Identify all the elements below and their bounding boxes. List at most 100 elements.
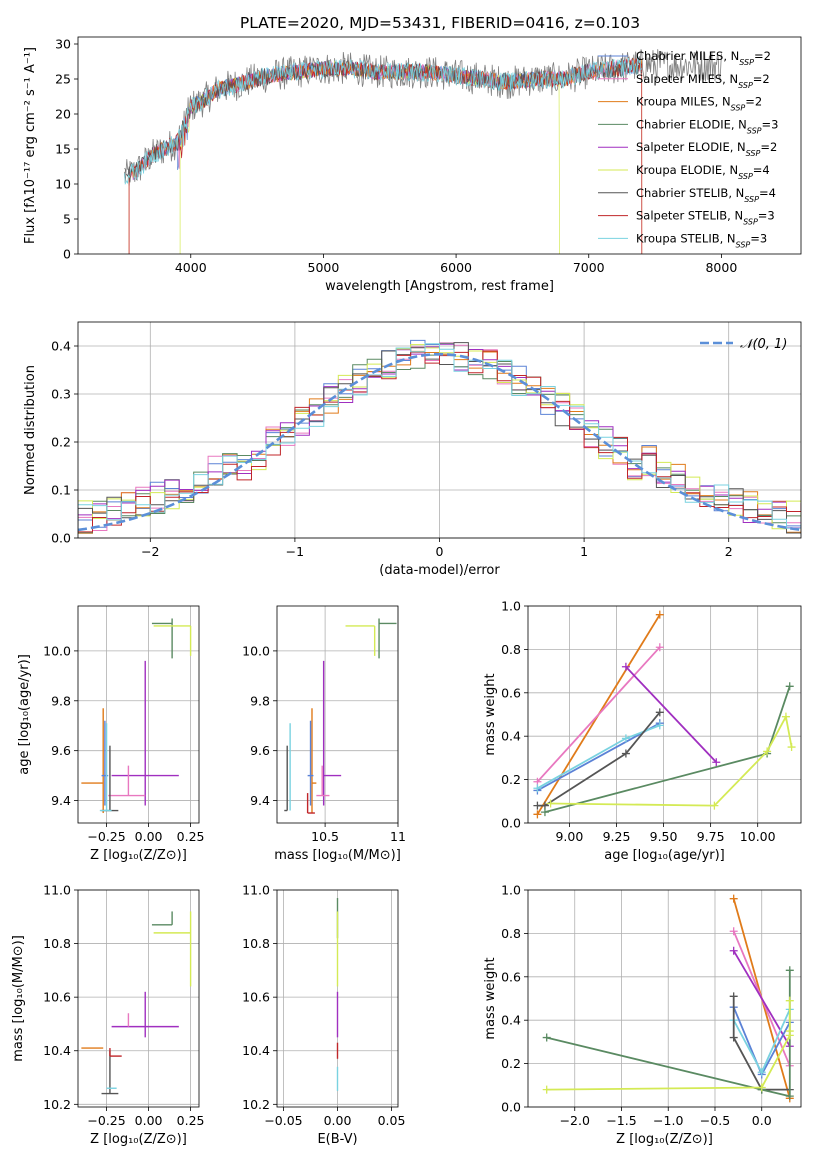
- y-tick-label: 0.2: [51, 435, 71, 450]
- x-tick-label: 2: [725, 544, 733, 559]
- axes: 4000 5000 6000 7000 8000 0 5 10 15 20 25 30 waveleng…: [23, 36, 802, 294]
- plot-area: [81, 911, 192, 1095]
- axes-frame: [77, 889, 200, 1108]
- x-tick-label: −0.05: [264, 1113, 302, 1128]
- y-axis-label: mass weight: [483, 957, 498, 1039]
- series-marker: [785, 682, 794, 691]
- data-point-kroupa-miles: [81, 708, 104, 814]
- series-marker: [710, 801, 719, 810]
- y-tick-label: 0.4: [51, 339, 71, 354]
- axes: −2 −1 0 1 2 0.0 0.1 0.2 0.3 0.4 (data-model)/error…: [23, 321, 802, 578]
- series-marker: [729, 992, 738, 1001]
- x-axis-label: E(B-V): [317, 1132, 357, 1147]
- data-point-kroupa-elodie: [153, 911, 192, 987]
- y-tick-label: 10.8: [242, 936, 270, 951]
- x-tick-label: 0.25: [177, 1113, 205, 1128]
- y-tick-label: 10.8: [43, 936, 71, 951]
- y-tick-label: 11.0: [242, 883, 270, 898]
- y-tick-label: 1.0: [501, 883, 521, 898]
- x-tick-label: 11: [390, 829, 406, 844]
- y-tick-label: 0.0: [501, 1100, 521, 1115]
- data-point-kroupa-elodie: [153, 625, 192, 656]
- panel-mass-vs-ebv: −0.05 0.00 0.05 10.2 10.4 10.6 10.8 11.0 E(B-V): [242, 883, 405, 1148]
- legend-label: Chabrier MILES, NSSP=2: [636, 49, 771, 67]
- panel-weight-vs-age: 9.00 9.25 9.50 9.75 10.00 0.0 0.2 0.4 0.6 0.8 1.0 a…: [483, 599, 802, 863]
- spectrum-line-kroupa-stelib: [124, 56, 643, 186]
- y-tick-label: 5: [63, 212, 71, 227]
- data-point-kroupa-miles: [311, 708, 317, 814]
- plot-area: [124, 49, 722, 254]
- y-tick-label: 0.1: [51, 483, 71, 498]
- data-point-kroupa-elodie: [345, 625, 376, 656]
- x-tick-label: −1.0: [653, 1113, 683, 1128]
- legend-label: Salpeter ELODIE, NSSP=2: [636, 140, 777, 158]
- y-tick-label: 0.4: [501, 729, 521, 744]
- y-tick-label: 10.4: [43, 1043, 71, 1058]
- series-marker: [729, 894, 738, 903]
- x-tick-label: −2: [141, 544, 159, 559]
- axes-frame: [77, 605, 200, 824]
- y-tick-label: 0.6: [501, 969, 521, 984]
- y-tick-label: 0: [63, 247, 71, 262]
- data-point-salpeter-elodie: [322, 660, 342, 806]
- x-tick-label: 6000: [440, 260, 472, 275]
- legend-label: Chabrier ELODIE, NSSP=3: [636, 117, 778, 135]
- grid: [277, 606, 399, 823]
- x-axis-label: Z [log₁₀(Z/Z⊙)]: [90, 1132, 187, 1147]
- axes: −0.25 0.00 0.25 9.4 9.6 9.8 10.0 Z [log₁₀(Z/Z⊙)…: [17, 605, 205, 863]
- axes-frame: [77, 36, 802, 255]
- series-marker: [729, 927, 738, 936]
- panel-age-vs-Z: −0.25 0.00 0.25 9.4 9.6 9.8 10.0 Z [log₁₀(Z/Z⊙)…: [17, 605, 205, 863]
- series-marker: [787, 743, 796, 752]
- data-point-kroupa-stelib: [99, 723, 112, 812]
- panel-age-vs-mass: 10.5 11 9.4 9.6 9.8 10.0 mass [log₁₀(M/M⊙)]: [242, 605, 406, 863]
- x-tick-label: 7000: [573, 260, 605, 275]
- panel-mass-vs-Z: −0.25 0.00 0.25 10.2 10.4 10.6 10.8 11.0 Z [log₁…: [11, 883, 205, 1148]
- x-tick-label: 5000: [308, 260, 340, 275]
- histogram-kroupa-stelib: [78, 343, 801, 529]
- series-marker: [655, 610, 664, 619]
- y-tick-label: 9.4: [51, 793, 71, 808]
- axes-frame: [276, 605, 399, 824]
- data-point-salpeter-stelib: [109, 1048, 122, 1057]
- y-tick-label: 0.4: [501, 1013, 521, 1028]
- series-marker: [785, 996, 794, 1005]
- series-kroupa-stelib: [533, 721, 664, 793]
- y-tick-label: 1.0: [501, 599, 521, 614]
- y-tick-label: 0.6: [501, 685, 521, 700]
- x-axis-label: Z [log₁₀(Z/Z⊙)]: [616, 1132, 713, 1147]
- y-tick-label: 20: [55, 107, 71, 122]
- x-tick-label: 4000: [175, 260, 207, 275]
- data-point-salpeter-miles: [108, 765, 146, 797]
- panel-spectrum: 4000 5000 6000 7000 8000 0 5 10 15 20 25 30 waveleng…: [23, 36, 802, 294]
- y-tick-label: 10.6: [242, 990, 270, 1005]
- x-tick-label: −0.5: [700, 1113, 730, 1128]
- series-marker: [540, 808, 549, 817]
- series-salpeter-miles: [533, 643, 664, 786]
- plot-area: [533, 610, 796, 819]
- y-tick-label: 9.4: [250, 793, 270, 808]
- x-axis-label: mass [log₁₀(M/M⊙)]: [274, 848, 401, 863]
- y-tick-label: 11.0: [43, 883, 71, 898]
- y-tick-label: 30: [55, 37, 71, 52]
- figure-title: PLATE=2020, MJD=53431, FIBERID=0416, z=0…: [240, 14, 640, 32]
- x-tick-label: −0.25: [87, 1113, 125, 1128]
- x-tick-label: 9.00: [555, 829, 583, 844]
- y-tick-label: 0.0: [501, 816, 521, 831]
- x-tick-label: −1: [286, 544, 304, 559]
- x-tick-label: 0.05: [378, 1113, 406, 1128]
- legend-label: Kroupa MILES, NSSP=2: [636, 95, 762, 113]
- legend: Chabrier MILES, NSSP=2 Salpeter MILES, NS…: [598, 49, 778, 249]
- legend-label: Kroupa STELIB, NSSP=3: [636, 231, 767, 249]
- y-tick-label: 10.0: [43, 643, 71, 658]
- series-marker: [655, 721, 664, 730]
- series-marker: [621, 734, 630, 743]
- y-tick-label: 10.2: [43, 1097, 71, 1112]
- y-axis-label: mass weight: [483, 673, 498, 755]
- y-tick-label: 0.2: [501, 772, 521, 787]
- series-marker: [757, 1083, 766, 1092]
- x-tick-label: 0.00: [324, 1113, 352, 1128]
- plot-area: [81, 618, 192, 814]
- y-tick-label: 10: [55, 177, 71, 192]
- y-tick-label: 9.8: [250, 693, 270, 708]
